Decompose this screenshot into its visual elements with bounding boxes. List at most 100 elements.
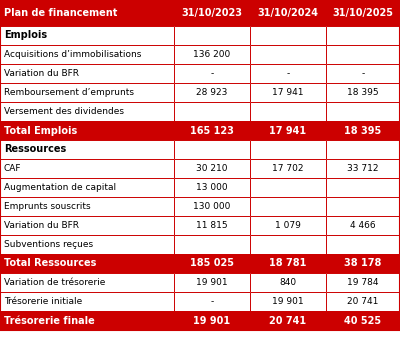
Bar bbox=[250, 83, 326, 102]
Text: Variation du BFR: Variation du BFR bbox=[4, 221, 79, 230]
Text: -: - bbox=[361, 69, 365, 78]
Bar bbox=[174, 0, 250, 26]
Bar bbox=[250, 0, 326, 26]
Text: 13 000: 13 000 bbox=[196, 183, 228, 192]
Bar bbox=[0, 0, 174, 26]
Bar bbox=[174, 273, 250, 292]
Text: 185 025: 185 025 bbox=[190, 258, 234, 269]
Bar bbox=[174, 64, 250, 83]
Text: 20 741: 20 741 bbox=[270, 316, 306, 326]
Bar bbox=[0, 83, 174, 102]
Bar bbox=[250, 159, 326, 178]
Bar bbox=[0, 45, 174, 64]
Bar bbox=[326, 311, 400, 330]
Bar bbox=[250, 102, 326, 121]
Bar bbox=[326, 45, 400, 64]
Bar bbox=[0, 121, 174, 140]
Bar bbox=[326, 102, 400, 121]
Text: Variation de trésorerie: Variation de trésorerie bbox=[4, 278, 105, 287]
Bar bbox=[250, 45, 326, 64]
Bar bbox=[326, 216, 400, 235]
Bar bbox=[326, 273, 400, 292]
Bar bbox=[0, 64, 174, 83]
Bar bbox=[0, 178, 174, 197]
Text: 840: 840 bbox=[280, 278, 296, 287]
Bar bbox=[0, 83, 174, 102]
Text: 19 901: 19 901 bbox=[194, 316, 230, 326]
Bar bbox=[326, 273, 400, 292]
Bar bbox=[0, 311, 174, 330]
Bar bbox=[174, 311, 250, 330]
Text: 28 923: 28 923 bbox=[196, 88, 228, 97]
Bar bbox=[0, 121, 174, 140]
Bar bbox=[0, 197, 174, 216]
Text: 40 525: 40 525 bbox=[344, 316, 382, 326]
Bar bbox=[0, 254, 174, 273]
Bar bbox=[250, 292, 326, 311]
Bar bbox=[174, 216, 250, 235]
Bar bbox=[326, 235, 400, 254]
Bar bbox=[174, 121, 250, 140]
Bar bbox=[0, 140, 174, 159]
Bar bbox=[174, 0, 250, 26]
Text: 17 941: 17 941 bbox=[272, 88, 304, 97]
Bar bbox=[250, 254, 326, 273]
Bar bbox=[326, 197, 400, 216]
Bar bbox=[174, 140, 250, 159]
Bar bbox=[0, 102, 174, 121]
Text: Plan de financement: Plan de financement bbox=[4, 8, 117, 18]
Text: 130 000: 130 000 bbox=[193, 202, 231, 211]
Bar bbox=[174, 83, 250, 102]
Bar bbox=[326, 83, 400, 102]
Bar bbox=[174, 292, 250, 311]
Bar bbox=[174, 140, 250, 159]
Text: 31/10/2023: 31/10/2023 bbox=[182, 8, 242, 18]
Bar bbox=[250, 235, 326, 254]
Bar bbox=[250, 121, 326, 140]
Bar bbox=[174, 83, 250, 102]
Bar bbox=[174, 197, 250, 216]
Text: 19 784: 19 784 bbox=[347, 278, 379, 287]
Bar bbox=[326, 26, 400, 45]
Text: 31/10/2024: 31/10/2024 bbox=[258, 8, 318, 18]
Text: Variation du BFR: Variation du BFR bbox=[4, 69, 79, 78]
Bar bbox=[250, 254, 326, 273]
Bar bbox=[326, 254, 400, 273]
Bar bbox=[0, 235, 174, 254]
Bar bbox=[250, 311, 326, 330]
Bar bbox=[250, 178, 326, 197]
Text: 38 178: 38 178 bbox=[344, 258, 382, 269]
Bar bbox=[0, 159, 174, 178]
Bar bbox=[0, 26, 174, 45]
Text: 17 702: 17 702 bbox=[272, 164, 304, 173]
Bar bbox=[174, 26, 250, 45]
Bar bbox=[0, 159, 174, 178]
Bar bbox=[174, 159, 250, 178]
Bar bbox=[174, 292, 250, 311]
Bar bbox=[250, 197, 326, 216]
Bar bbox=[174, 121, 250, 140]
Text: 18 395: 18 395 bbox=[347, 88, 379, 97]
Bar bbox=[0, 197, 174, 216]
Bar bbox=[326, 178, 400, 197]
Bar bbox=[174, 45, 250, 64]
Text: 33 712: 33 712 bbox=[347, 164, 379, 173]
Bar bbox=[0, 26, 174, 45]
Bar bbox=[0, 216, 174, 235]
Bar bbox=[250, 102, 326, 121]
Bar bbox=[0, 235, 174, 254]
Bar bbox=[174, 178, 250, 197]
Bar bbox=[326, 45, 400, 64]
Text: Augmentation de capital: Augmentation de capital bbox=[4, 183, 116, 192]
Bar bbox=[174, 216, 250, 235]
Bar bbox=[250, 83, 326, 102]
Text: 31/10/2025: 31/10/2025 bbox=[332, 8, 394, 18]
Bar bbox=[174, 197, 250, 216]
Bar bbox=[326, 159, 400, 178]
Bar bbox=[174, 45, 250, 64]
Text: -: - bbox=[210, 69, 214, 78]
Bar bbox=[174, 102, 250, 121]
Bar bbox=[250, 45, 326, 64]
Bar bbox=[326, 64, 400, 83]
Bar bbox=[250, 178, 326, 197]
